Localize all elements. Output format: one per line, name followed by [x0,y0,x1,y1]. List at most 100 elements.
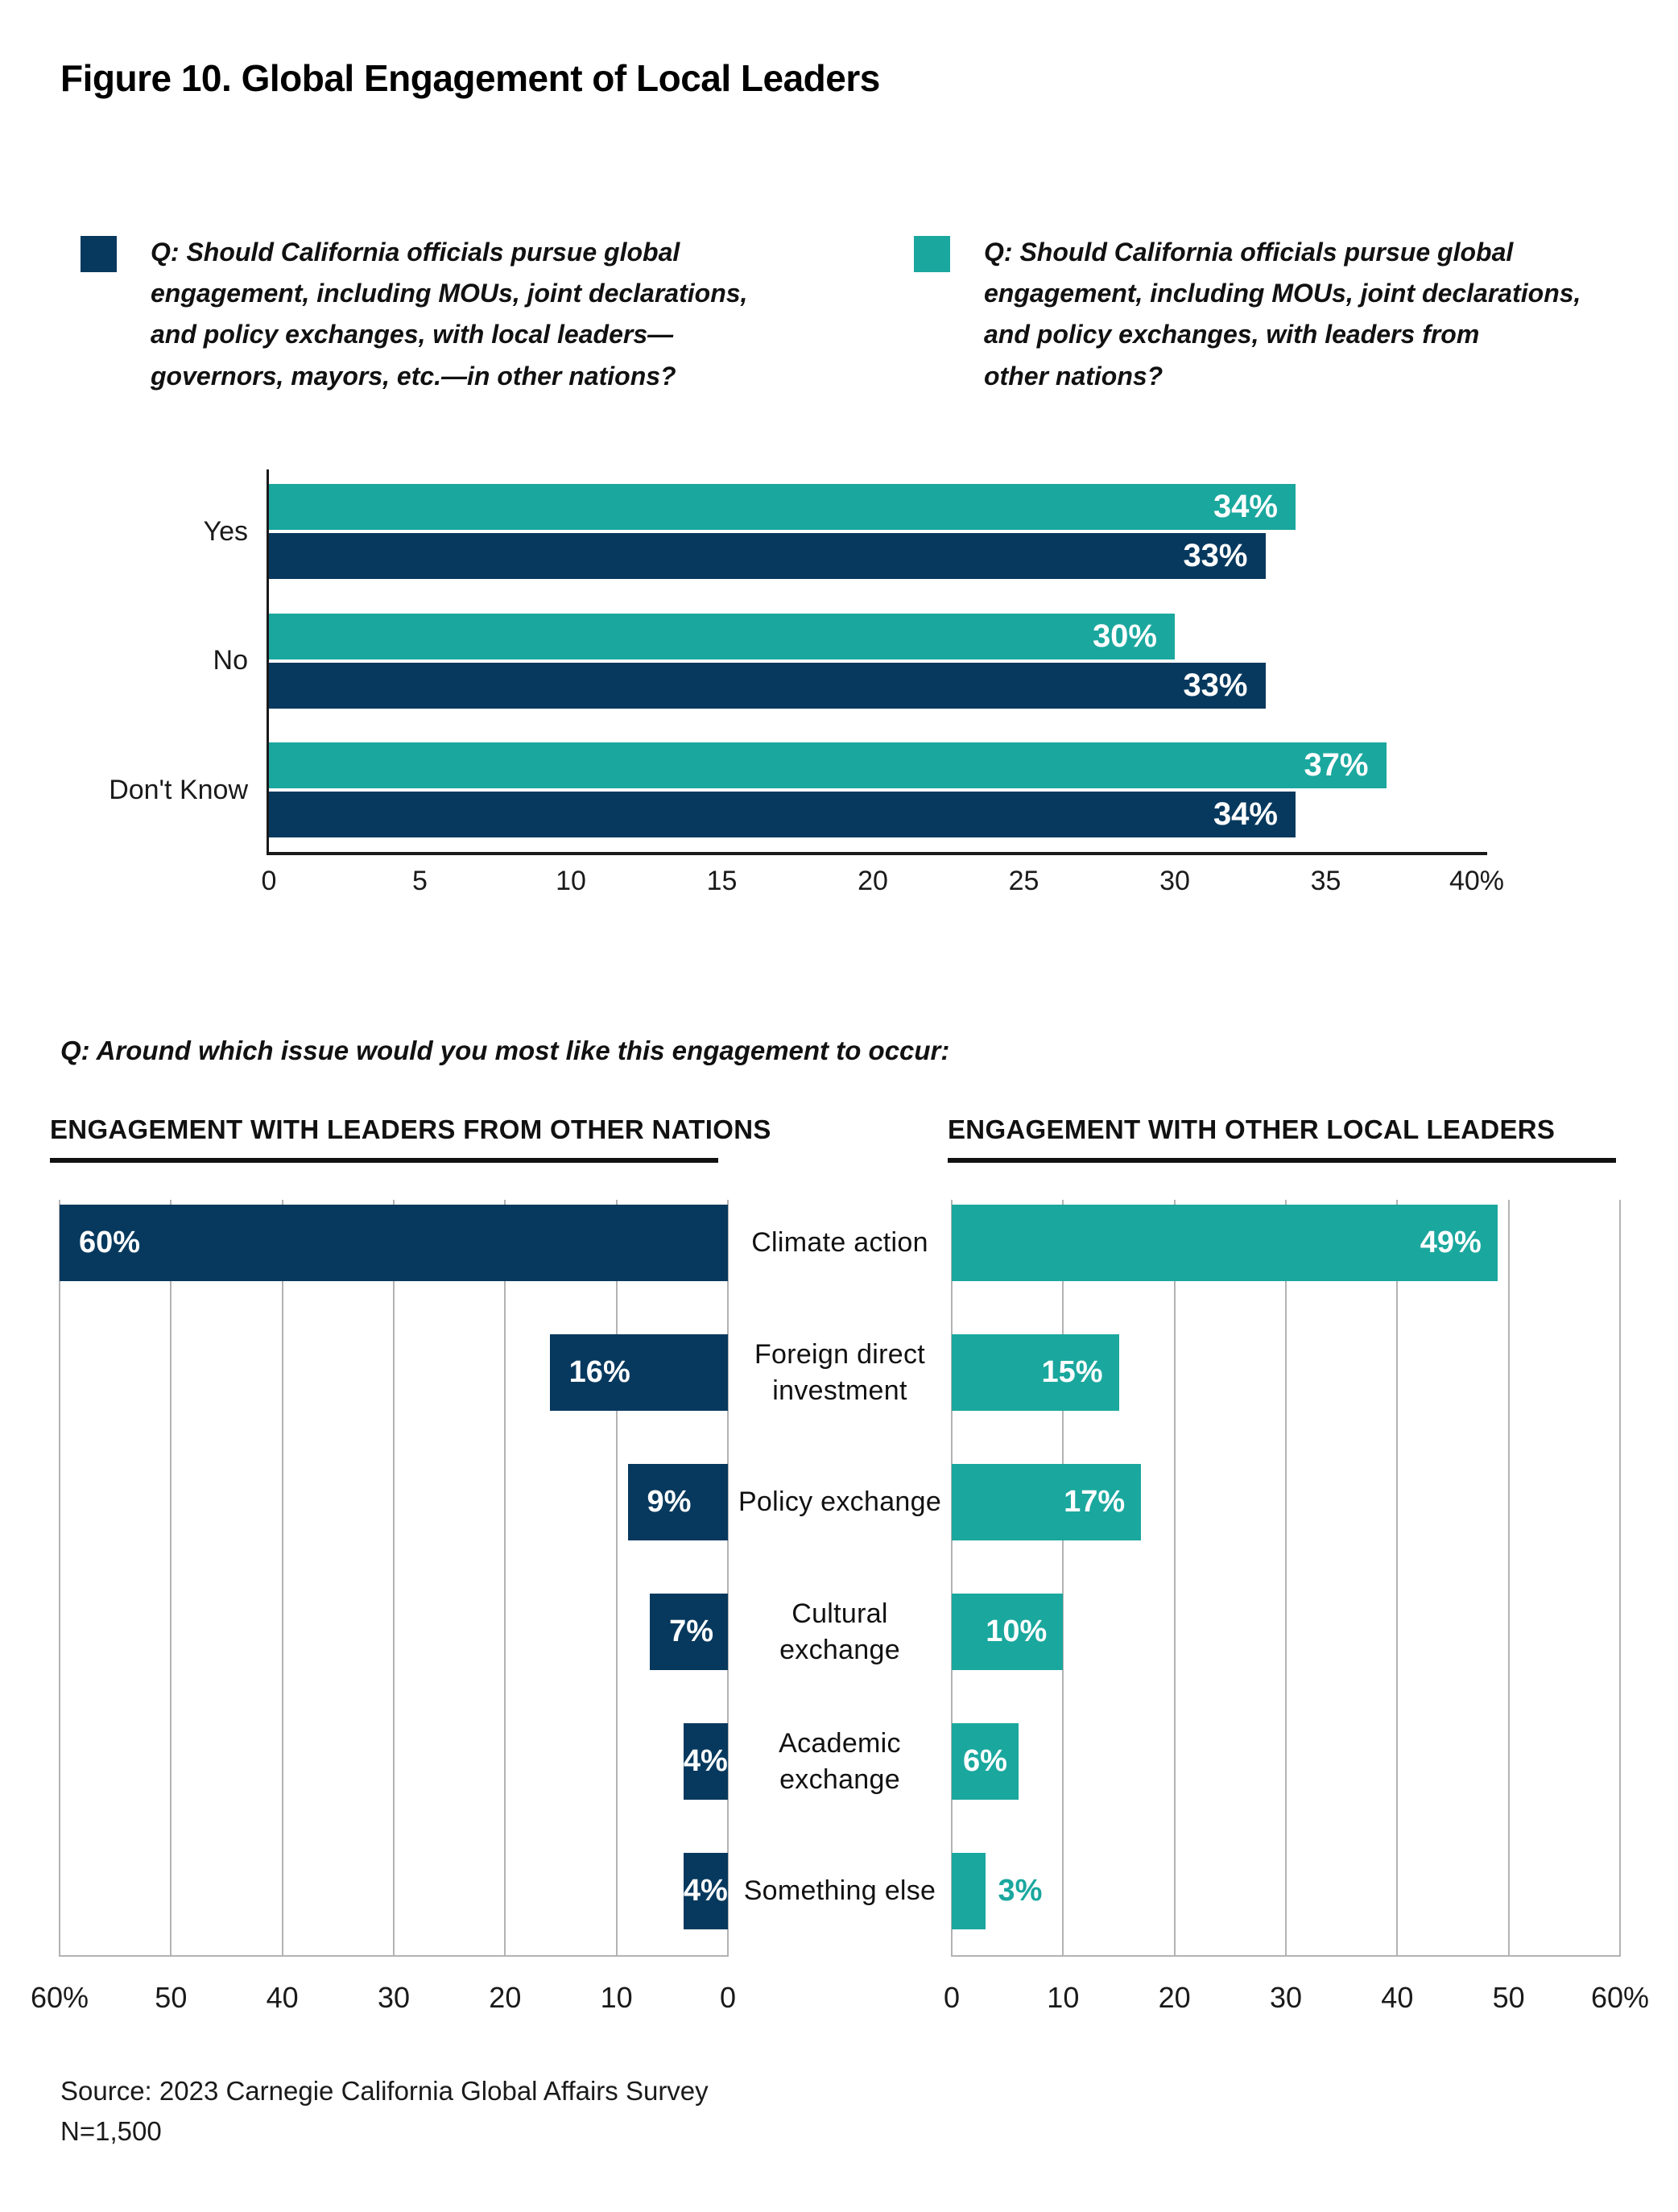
bar-yes-teal: 34% [269,484,1296,530]
section-header-right: ENGAGEMENT WITH OTHER LOCAL LEADERS [948,1114,1616,1163]
bar-value-label: 17% [1064,1485,1126,1519]
x-tick-label: 35 [1310,866,1341,896]
bar-value-label: 4% [683,1874,728,1908]
gridline [1619,1200,1621,1957]
bar-something-else [952,1853,986,1929]
bar-value-label: 10% [986,1615,1048,1648]
bar-yes-navy: 33% [269,533,1266,579]
category-label-no: No [213,645,248,676]
x-tick-label: 40 [266,1981,299,2014]
gridline [281,1200,283,1957]
x-axis-line [267,852,1487,855]
gridline [1062,1200,1064,1957]
category-label-don-t-know: Don't Know [109,774,248,805]
bar-value-label: 34% [1213,796,1278,832]
bar-value-label: 15% [1041,1355,1103,1389]
x-tick-label: 10 [556,866,586,896]
bar-value-label: 6% [963,1744,1007,1778]
legend-question-other-nations: Q: Should California officials pursue gl… [984,238,1581,391]
bar-something-else: 4% [683,1853,728,1929]
x-tick-label: 20 [858,866,888,896]
x-tick-label: 5 [412,866,428,896]
bar-value-label: 30% [1092,618,1157,654]
bar-don-t-know-teal: 37% [269,742,1387,788]
bar-climate-action: 49% [952,1205,1498,1281]
issues-chart-local-leaders: 49% 15% 17% 10% 6% 3% 0 10 20 30 40 50 60% [944,1200,1649,2014]
x-tick-label: 0 [943,1981,961,2014]
issue-label-foreign-direct-investment: Foreign direct investment [754,1339,926,1406]
x-tick-label: 30 [1159,866,1190,896]
baseline [60,1955,728,1957]
issue-label-something-else: Something else [743,1875,936,1907]
bar-value-label: 7% [669,1615,714,1648]
legend-swatch-navy [81,236,117,272]
x-tick-label: 0 [719,1981,737,2014]
bar-cultural-exchange: 7% [650,1594,728,1670]
issue-label-climate-action: Climate action [751,1227,928,1259]
x-tick-label: 30 [377,1981,411,2014]
x-tick-label: 40% [1449,866,1505,896]
gridline [1173,1200,1176,1957]
bar-value-label: 33% [1183,667,1248,703]
legend-question-local-leaders: Q: Should California officials pursue gl… [151,238,748,391]
bar-value-label: 9% [647,1485,692,1519]
bar-value-label: 49% [1420,1226,1482,1259]
bar-value-label: 33% [1183,538,1248,573]
gridline [393,1200,395,1957]
x-tick-label: 30 [1269,1981,1303,2014]
issues-chart-other-nations: 60% 16% 9% 7% 4% 4% 60% 50 40 30 20 10 0 [31,1200,736,2014]
response-bar-chart: 34% 33% Yes 30% 33% No 37% 34% Don't Know 0 5 10 15 2… [109,469,1504,896]
x-tick-label: 40 [1381,1981,1414,2014]
bar-no-teal: 30% [269,613,1175,659]
figure-title: Figure 10. Global Engagement of Local Le… [60,57,880,99]
issue-label-policy-exchange: Policy exchange [738,1486,942,1518]
issue-label-cultural-exchange: Cultural exchange [779,1598,900,1665]
bar-policy-exchange: 9% [627,1464,728,1540]
question-2: Q: Around which issue would you most lik… [60,1036,950,1065]
bar-value-label: 3% [998,1874,1043,1908]
bar-value-label: 37% [1304,747,1369,783]
gridline [59,1200,60,1957]
gridline [727,1200,729,1957]
bar-value-label: 34% [1213,489,1278,524]
source-note: Source: 2023 Carnegie California Global … [60,2071,709,2151]
source-line: Source: 2023 Carnegie California Global … [60,2076,709,2106]
bar-foreign-direct-investment: 15% [952,1334,1119,1411]
x-tick-label: 0 [261,866,277,896]
sample-size: N=1,500 [60,2115,162,2146]
x-tick-label: 60% [1590,1981,1650,2014]
bar-academic-exchange: 6% [952,1723,1019,1800]
gridline [1396,1200,1399,1957]
x-tick-label: 10 [1047,1981,1080,2014]
x-tick-label: 10 [600,1981,633,2014]
legend-swatch-teal [914,236,950,272]
gridline [1285,1200,1287,1957]
x-tick-label: 20 [489,1981,522,2014]
x-tick-label: 50 [155,1981,188,2014]
category-label-yes: Yes [203,515,248,547]
x-tick-label: 50 [1492,1981,1525,2014]
baseline [952,1955,1620,1957]
x-tick-label: 25 [1008,866,1039,896]
gridline [504,1200,506,1957]
gridline [1507,1200,1510,1957]
gridline [615,1200,618,1957]
bar-value-label: 60% [79,1226,141,1259]
x-tick-label: 20 [1158,1981,1191,2014]
gridline [170,1200,172,1957]
x-tick-label: 60% [30,1981,89,2014]
section-header-left: ENGAGEMENT WITH LEADERS FROM OTHER NATIO… [50,1114,771,1163]
issue-label-academic-exchange: Academic exchange [779,1728,901,1795]
x-tick-label: 15 [706,866,738,896]
bar-foreign-direct-investment: 16% [549,1334,728,1411]
bar-cultural-exchange: 10% [952,1594,1064,1670]
bar-value-label: 4% [683,1744,728,1778]
bar-policy-exchange: 17% [952,1464,1142,1540]
bar-academic-exchange: 4% [683,1723,728,1800]
bar-value-label: 16% [568,1355,630,1389]
issue-category-labels: Climate action Foreign direct investment P… [728,1200,952,1957]
gridline [951,1200,953,1957]
y-axis-line [267,469,269,855]
bar-no-navy: 33% [269,662,1266,709]
